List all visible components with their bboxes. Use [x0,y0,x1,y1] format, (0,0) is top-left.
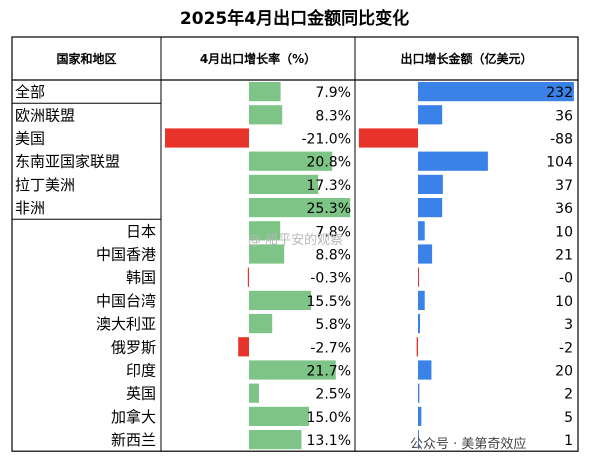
amount-bar-11 [416,337,418,357]
amount-label-5: 36 [555,201,573,217]
region-label-14: 加拿大 [111,408,156,426]
growth-label-11: -2.7% [310,340,351,356]
amount-label-1: 36 [555,108,573,124]
growth-bar-8 [247,267,249,287]
amount-bar-2 [358,128,418,148]
amount-bar-9 [418,290,425,310]
growth-label-4: 17.3% [307,178,351,194]
amount-label-0: 232 [546,85,573,101]
region-label-4: 拉丁美洲 [15,176,75,194]
growth-label-14: 15.0% [307,410,351,426]
chart-title: 2025年4月出口金额同比变化 [179,9,410,29]
region-label-10: 澳大利亚 [96,315,156,333]
growth-bar-14 [249,406,309,426]
growth-bar-10 [249,314,273,334]
region-label-1: 欧洲联盟 [15,106,75,124]
amount-label-10: 3 [564,317,573,333]
region-label-15: 新西兰 [111,431,156,449]
amount-label-6: 10 [555,224,573,240]
region-label-7: 中国香港 [96,246,156,264]
amount-bar-14 [418,406,422,426]
growth-label-2: -21.0% [301,132,351,148]
amount-label-14: 5 [564,410,573,426]
bottom-watermark: 公众号 · 美第奇效应 [410,437,527,452]
amount-label-13: 2 [564,387,573,403]
growth-bar-13 [249,383,259,403]
growth-bar-4 [249,174,319,194]
amount-bar-8 [418,267,419,287]
amount-bar-0 [418,82,574,102]
growth-label-0: 7.9% [315,85,351,101]
growth-label-3: 20.8% [307,155,351,171]
growth-bar-15 [249,430,302,450]
growth-label-6: 7.8% [315,224,351,240]
growth-bar-12 [249,360,336,380]
growth-label-8: -0.3% [310,271,351,287]
growth-bar-2 [165,128,249,148]
growth-bar-7 [249,244,285,264]
region-label-9: 中国台湾 [96,292,156,310]
center-watermark: @ 船平安的观察 [248,233,344,248]
growth-bar-3 [249,151,333,171]
growth-label-9: 15.5% [307,294,351,310]
amount-label-11: -2 [559,340,573,356]
amount-bar-3 [418,151,488,171]
header-growth: 4月出口增长率（%） [200,51,316,66]
growth-bar-0 [249,82,281,102]
amount-label-8: -0 [559,271,573,287]
growth-bar-6 [249,221,281,241]
amount-bar-13 [418,383,420,403]
region-label-3: 东南亚国家联盟 [15,153,120,171]
region-label-13: 英国 [126,385,156,403]
growth-label-1: 8.3% [315,108,351,124]
growth-label-12: 21.7% [307,364,351,380]
amount-bar-12 [418,360,432,380]
amount-label-15: 1 [564,433,573,449]
table-border [11,36,579,452]
amount-label-12: 20 [555,364,573,380]
amount-bar-1 [418,105,443,125]
growth-label-15: 13.1% [307,433,351,449]
amount-label-9: 10 [555,294,573,310]
amount-bar-15 [418,430,419,450]
amount-bar-7 [418,244,433,264]
growth-label-13: 2.5% [315,387,351,403]
region-label-12: 印度 [126,362,156,380]
growth-label-7: 8.8% [315,248,351,264]
amount-label-2: -88 [550,132,573,148]
header-region: 国家和地区 [56,51,116,66]
amount-bar-4 [418,174,443,194]
growth-label-10: 5.8% [315,317,351,333]
region-label-11: 俄罗斯 [111,338,156,356]
growth-bar-5 [249,198,351,218]
region-label-8: 韩国 [126,269,156,287]
amount-label-3: 104 [546,155,573,171]
growth-label-5: 25.3% [307,201,351,217]
amount-label-7: 21 [555,248,573,264]
region-label-0: 全部 [15,83,45,101]
header-amount: 出口增长金额（亿美元） [400,51,532,66]
growth-bar-1 [249,105,283,125]
growth-bar-9 [249,290,311,310]
amount-bar-6 [418,221,425,241]
region-label-6: 日本 [126,222,156,240]
region-label-2: 美国 [15,130,45,148]
amount-label-4: 37 [555,178,573,194]
growth-bar-11 [238,337,249,357]
region-label-5: 非洲 [15,199,45,217]
amount-bar-10 [418,314,421,334]
amount-bar-5 [418,198,443,218]
